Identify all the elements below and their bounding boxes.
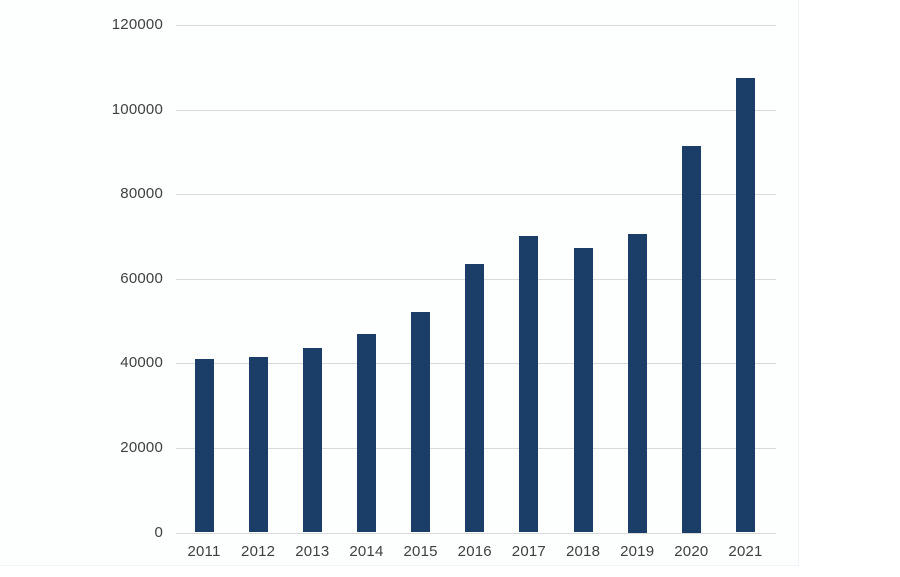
gridline-0: [176, 532, 776, 534]
y-tick-label-60000: 60000: [120, 270, 163, 287]
x-tick-label-2014: 2014: [349, 543, 384, 560]
bar-2013: [302, 347, 322, 533]
x-tick-label-2015: 2015: [403, 543, 438, 560]
chart-image-boundary: [0, 0, 799, 566]
bar-2017: [519, 235, 539, 533]
gridline-120000: [176, 24, 776, 26]
bar-2011: [194, 359, 214, 533]
x-tick-label-2017: 2017: [511, 543, 546, 560]
x-tick-label-2013: 2013: [295, 543, 330, 560]
y-tick-label-40000: 40000: [120, 354, 163, 371]
x-tick-label-2021: 2021: [728, 543, 763, 560]
bar-2016: [465, 264, 485, 533]
bar-2014: [356, 334, 376, 533]
gridline-100000: [176, 109, 776, 111]
y-tick-label-100000: 100000: [111, 101, 163, 118]
bar-2021: [736, 77, 755, 533]
x-tick-label-2012: 2012: [241, 543, 276, 560]
x-tick-label-2019: 2019: [620, 543, 655, 560]
y-tick-label-20000: 20000: [120, 439, 163, 456]
gridline-80000: [176, 193, 776, 195]
y-tick-label-80000: 80000: [120, 185, 163, 202]
bar-2012: [248, 356, 268, 533]
x-tick-label-2016: 2016: [457, 543, 492, 560]
bar-2020: [681, 145, 701, 533]
bar-2019: [627, 234, 647, 533]
x-tick-label-2011: 2011: [187, 543, 221, 560]
bar-2018: [573, 247, 593, 533]
bar-2015: [411, 312, 431, 533]
y-tick-label-120000: 120000: [111, 16, 163, 33]
x-tick-label-2020: 2020: [674, 543, 709, 560]
x-tick-label-2018: 2018: [565, 543, 601, 560]
y-tick-label-0: 0: [154, 524, 163, 541]
